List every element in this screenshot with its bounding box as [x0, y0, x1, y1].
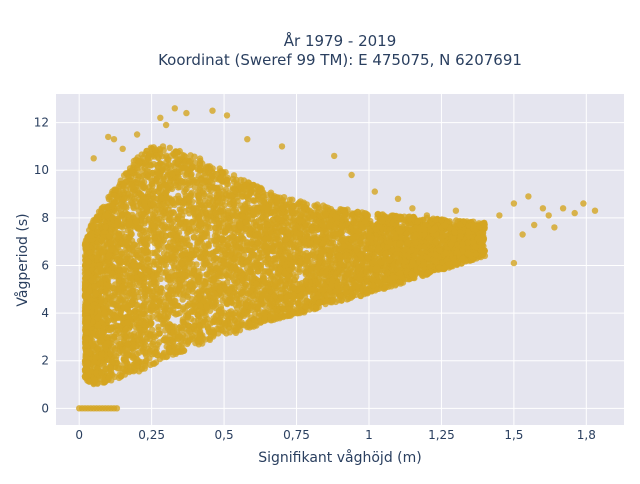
data-point: [150, 341, 156, 347]
data-point: [268, 190, 274, 196]
data-point: [131, 205, 137, 211]
data-point: [186, 300, 192, 306]
data-point: [148, 333, 154, 339]
chart-subtitle: Koordinat (Sweref 99 TM): E 475075, N 62…: [158, 51, 522, 69]
data-point: [219, 205, 225, 211]
data-point: [296, 269, 302, 275]
data-point: [116, 341, 122, 347]
data-point: [151, 351, 157, 357]
data-point: [255, 196, 261, 202]
chart-title: År 1979 - 2019: [284, 31, 397, 50]
data-point: [303, 265, 309, 271]
data-point: [233, 177, 239, 183]
